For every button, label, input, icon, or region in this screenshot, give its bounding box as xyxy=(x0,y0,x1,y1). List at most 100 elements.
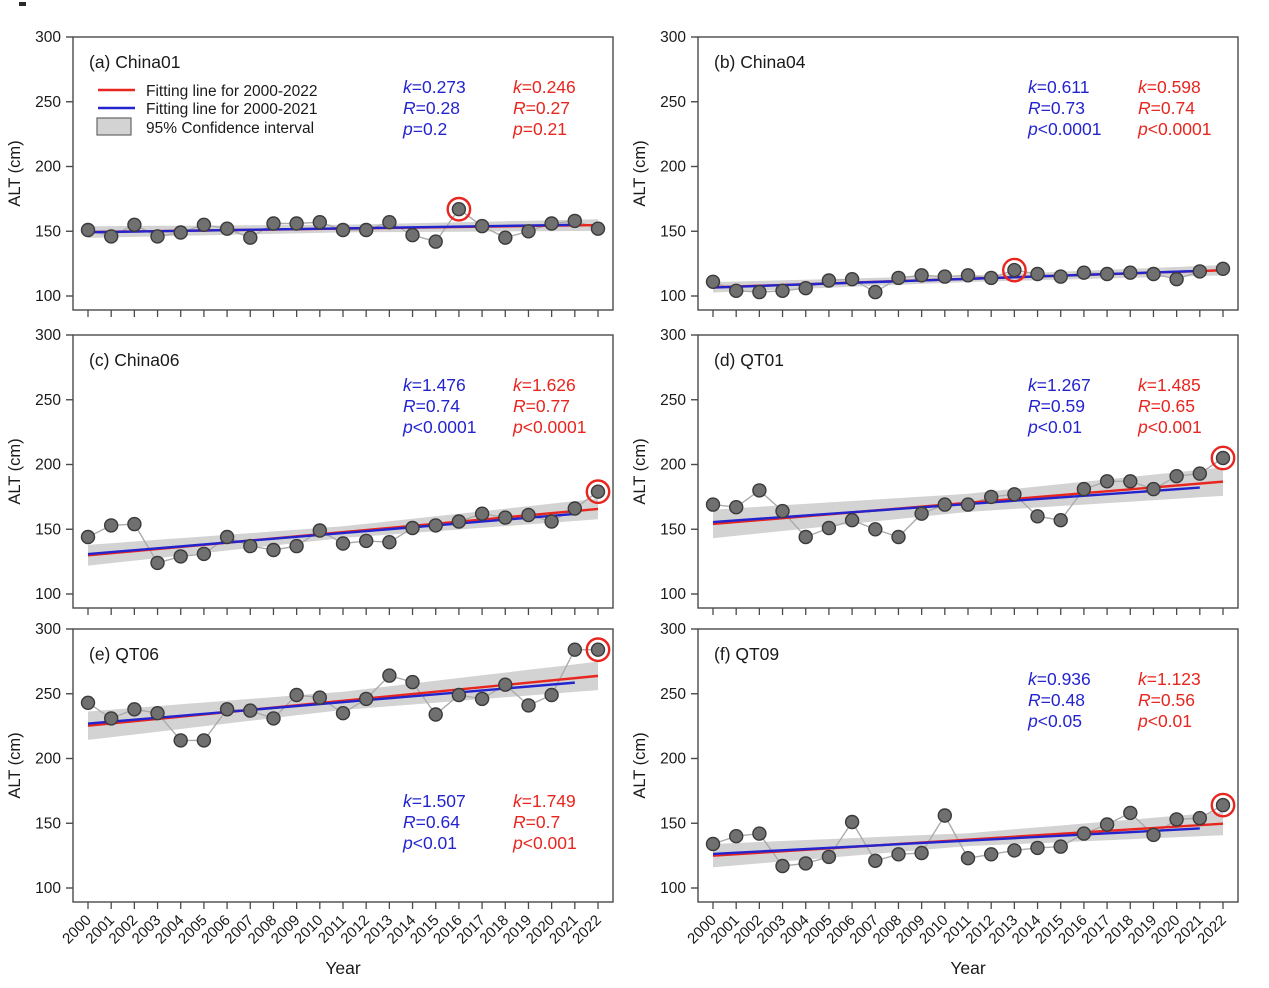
data-point xyxy=(103,518,119,533)
data-point xyxy=(844,272,860,287)
panel-c: 300 250 200 150 100 ALT (cm) (c) China06 k=1.47… xyxy=(6,327,614,615)
data-point xyxy=(219,702,235,717)
data-point xyxy=(567,501,582,516)
data-point xyxy=(1123,474,1138,489)
data-point xyxy=(914,506,929,521)
y-tick-label: 150 xyxy=(660,223,686,240)
panel-a: 300 250 200 150 100 ALT (cm) (a) China01 k=0.27… xyxy=(6,29,614,317)
data-point xyxy=(243,703,258,718)
stat-red-R: R=0.7 xyxy=(513,812,560,832)
data-point xyxy=(937,269,952,284)
stat-red-R: R=0.74 xyxy=(1138,98,1195,118)
y-tick-label: 100 xyxy=(35,288,61,305)
stat-blue-p: p=0.2 xyxy=(402,119,447,139)
y-tick-label: 300 xyxy=(35,327,61,344)
data-point xyxy=(1007,487,1022,502)
data-point xyxy=(289,687,304,703)
panel-title: (d) QT01 xyxy=(714,350,784,370)
legend-label: Fitting line for 2000-2022 xyxy=(146,83,317,100)
stat-blue-R: R=0.73 xyxy=(1028,98,1085,118)
data-point xyxy=(173,225,188,240)
data-point xyxy=(498,510,513,525)
data-point xyxy=(844,814,860,830)
data-point xyxy=(729,829,744,844)
data-point xyxy=(498,677,513,692)
data-point xyxy=(1007,843,1022,858)
data-point xyxy=(451,687,467,703)
y-tick-label: 300 xyxy=(660,29,686,46)
data-point xyxy=(103,229,119,244)
data-point xyxy=(1192,264,1208,279)
stat-blue-p: p<0.01 xyxy=(402,833,457,853)
stat-red-p: p<0.0001 xyxy=(512,417,586,437)
y-axis-label: ALT (cm) xyxy=(631,438,649,504)
data-point xyxy=(521,698,536,713)
data-point xyxy=(428,707,443,722)
data-point xyxy=(266,711,281,726)
data-point xyxy=(705,274,721,289)
stat-blue-R: R=0.59 xyxy=(1028,396,1085,416)
data-point xyxy=(960,268,976,283)
stat-blue-R: R=0.64 xyxy=(403,812,460,832)
y-tick-label: 300 xyxy=(660,327,686,344)
panel-title: (c) China06 xyxy=(89,350,179,370)
stat-blue-p: p<0.05 xyxy=(1027,711,1082,731)
data-point xyxy=(498,230,513,245)
data-point xyxy=(1030,509,1045,524)
y-tick-label: 250 xyxy=(35,94,61,111)
data-point xyxy=(1007,262,1022,278)
highlight-ring xyxy=(1210,445,1236,471)
data-point xyxy=(590,484,606,499)
data-point xyxy=(1169,272,1184,287)
data-point xyxy=(359,691,374,707)
data-point xyxy=(173,549,188,564)
data-point xyxy=(984,847,999,862)
y-tick-label: 250 xyxy=(660,686,686,703)
legend-label: Fitting line for 2000-2021 xyxy=(146,101,317,118)
data-point xyxy=(196,217,212,233)
panel-title: (b) China04 xyxy=(714,52,806,72)
data-point xyxy=(544,687,559,703)
data-point xyxy=(984,270,999,286)
data-point xyxy=(1053,513,1068,528)
y-axis-label: ALT (cm) xyxy=(6,732,24,798)
legend-label: 95% Confidence interval xyxy=(146,120,314,137)
data-point xyxy=(1076,481,1092,497)
data-point xyxy=(405,520,420,536)
data-point xyxy=(1192,466,1208,481)
y-axis-label: ALT (cm) xyxy=(631,140,649,206)
y-tick-label: 250 xyxy=(660,392,686,409)
stat-blue-k: k=0.611 xyxy=(1028,77,1089,97)
data-point xyxy=(937,497,952,512)
fit-line-2000-2021 xyxy=(712,486,1200,524)
data-point xyxy=(567,642,582,657)
y-tick-label: 150 xyxy=(35,223,61,240)
data-point xyxy=(729,500,744,515)
data-point xyxy=(335,536,351,551)
data-point xyxy=(798,281,813,296)
y-tick-label: 150 xyxy=(660,815,686,832)
data-point xyxy=(382,668,397,683)
data-point xyxy=(1099,817,1115,832)
data-point xyxy=(798,529,813,545)
panel-title: (a) China01 xyxy=(89,52,180,72)
data-point xyxy=(474,691,490,707)
data-point xyxy=(821,849,837,865)
data-point xyxy=(428,234,443,249)
data-point xyxy=(1076,826,1092,841)
y-tick-label: 200 xyxy=(35,751,61,768)
data-point xyxy=(150,555,165,571)
data-point xyxy=(474,218,490,234)
data-point xyxy=(590,642,606,657)
stat-blue-k: k=0.936 xyxy=(1028,669,1091,689)
data-point xyxy=(243,230,258,245)
y-tick-label: 250 xyxy=(35,686,61,703)
data-point xyxy=(821,520,837,536)
stat-red-p: p<0.001 xyxy=(1137,417,1202,437)
stat-blue-p: p<0.0001 xyxy=(1027,119,1101,139)
data-point xyxy=(914,268,929,283)
y-tick-label: 200 xyxy=(35,159,61,176)
